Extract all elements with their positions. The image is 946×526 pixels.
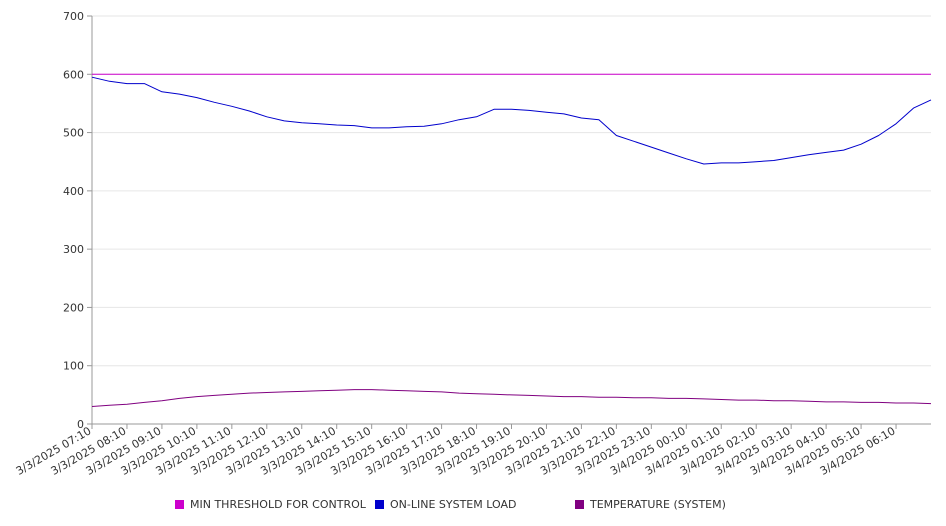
y-tick-label: 400 bbox=[63, 185, 84, 198]
series-line-temperature-system bbox=[91, 389, 932, 407]
legend-label-system-load: ON-LINE SYSTEM LOAD bbox=[390, 498, 517, 511]
legend-item-system-load: ON-LINE SYSTEM LOAD bbox=[375, 498, 516, 511]
y-tick-label: 700 bbox=[63, 10, 84, 23]
legend-label-min-threshold: MIN THRESHOLD FOR CONTROL bbox=[190, 498, 366, 511]
y-axis: 0 100 200 300 400 500 600 700 bbox=[63, 10, 93, 431]
y-tick-label: 200 bbox=[63, 301, 84, 314]
legend-item-min-threshold: MIN THRESHOLD FOR CONTROL bbox=[175, 498, 366, 511]
legend-swatch-system-load bbox=[375, 500, 384, 509]
y-tick-label: 600 bbox=[63, 68, 84, 81]
series-lines bbox=[91, 73, 932, 407]
legend-label-temperature: TEMPERATURE (SYSTEM) bbox=[590, 498, 726, 511]
line-chart: 0 100 200 300 400 500 600 700 3/3/2025 07:103/3… bbox=[14, 10, 932, 478]
legend: MIN THRESHOLD FOR CONTROL ON-LINE SYSTEM… bbox=[0, 498, 946, 514]
y-tick-label: 300 bbox=[63, 243, 84, 256]
y-tick-label: 500 bbox=[63, 127, 84, 140]
x-axis: 3/3/2025 07:103/3/2025 08:103/3/2025 09:… bbox=[14, 423, 931, 478]
legend-swatch-temperature bbox=[575, 500, 584, 509]
y-tick-label: 0 bbox=[77, 418, 84, 431]
legend-swatch-min-threshold bbox=[175, 500, 184, 509]
series-line-on-line-system-load bbox=[91, 76, 932, 165]
legend-item-temperature: TEMPERATURE (SYSTEM) bbox=[575, 498, 726, 511]
gridlines bbox=[92, 15, 931, 425]
y-tick-label: 100 bbox=[63, 360, 84, 373]
